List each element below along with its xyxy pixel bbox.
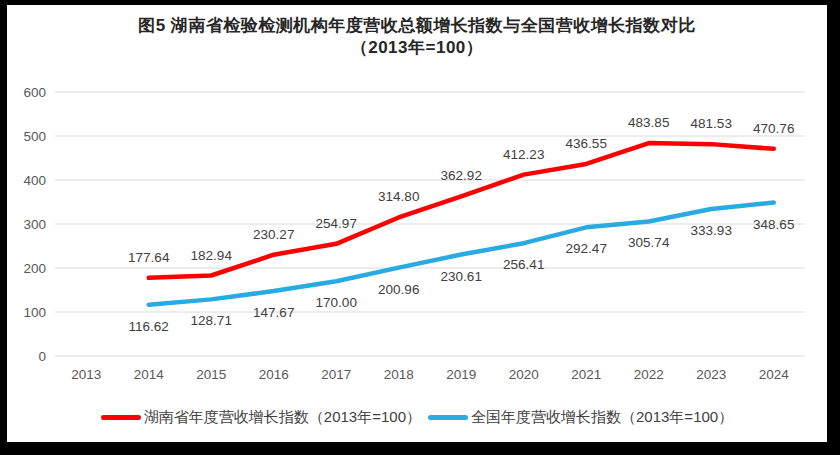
data-label: 470.76 <box>753 121 794 136</box>
data-label: 170.00 <box>316 295 357 310</box>
legend-swatch-icon <box>101 415 141 420</box>
y-axis-tick-label: 300 <box>23 217 46 232</box>
x-axis-tick-label: 2015 <box>196 367 226 382</box>
line-chart: 0 100 200 300 400 500 600 2013 2014 2015 2016 2017 2… <box>7 5 827 442</box>
data-label: 116.62 <box>129 319 169 334</box>
x-axis-tick-label: 2020 <box>509 367 539 382</box>
x-axis-tick-label: 2017 <box>321 367 351 382</box>
legend-item-1: 全国年度营收增长指数（2013年=100） <box>428 408 733 427</box>
x-axis-tick-label: 2023 <box>696 367 726 382</box>
data-label: 362.92 <box>441 168 482 183</box>
data-label: 333.93 <box>691 223 732 238</box>
chart-frame: 图5 湖南省检验检测机构年度营收总额增长指数与全国营收增长指数对比 （2013年… <box>0 0 840 455</box>
data-label: 147.67 <box>253 305 294 320</box>
x-axis-tick-label: 2024 <box>759 367 790 382</box>
data-label: 314.80 <box>378 189 419 204</box>
data-label: 230.61 <box>441 269 482 284</box>
data-label: 292.47 <box>566 241 607 256</box>
data-label: 128.71 <box>191 313 232 328</box>
legend-label: 全国年度营收增长指数（2013年=100） <box>471 408 733 427</box>
y-axis-tick-label: 500 <box>23 129 46 144</box>
y-axis-tick-label: 100 <box>23 305 46 320</box>
x-axis-tick-label: 2021 <box>571 367 601 382</box>
data-label: 177.64 <box>128 250 170 265</box>
y-axis-tick-label: 200 <box>23 261 46 276</box>
y-axis-tick-label: 400 <box>23 173 46 188</box>
x-axis-tick-label: 2022 <box>634 367 664 382</box>
data-label: 182.94 <box>191 248 233 263</box>
data-label: 483.85 <box>628 115 669 130</box>
data-label: 412.23 <box>503 147 544 162</box>
legend-item-0: 湖南省年度营收增长指数（2013年=100） <box>101 408 421 427</box>
data-label: 200.96 <box>378 282 419 297</box>
x-axis-tick-label: 2016 <box>259 367 289 382</box>
data-label: 256.41 <box>503 257 544 272</box>
data-label: 481.53 <box>691 116 732 131</box>
series-line-0 <box>149 143 774 278</box>
data-label: 436.55 <box>566 136 607 151</box>
data-label: 254.97 <box>316 216 357 231</box>
x-axis-tick-label: 2018 <box>384 367 414 382</box>
data-label: 230.27 <box>253 227 294 242</box>
y-axis-tick-label: 0 <box>38 349 46 364</box>
legend-label: 湖南省年度营收增长指数（2013年=100） <box>144 408 421 427</box>
x-axis-tick-label: 2013 <box>71 367 101 382</box>
series-line-1 <box>149 203 774 305</box>
legend: 湖南省年度营收增长指数（2013年=100） 全国年度营收增长指数（2013年=1… <box>7 408 827 427</box>
data-label: 305.74 <box>628 235 670 250</box>
x-axis-tick-label: 2019 <box>446 367 476 382</box>
x-axis-tick-label: 2014 <box>134 367 165 382</box>
y-axis-tick-label: 600 <box>23 85 46 100</box>
data-label: 348.65 <box>753 217 794 232</box>
legend-swatch-icon <box>428 415 468 420</box>
